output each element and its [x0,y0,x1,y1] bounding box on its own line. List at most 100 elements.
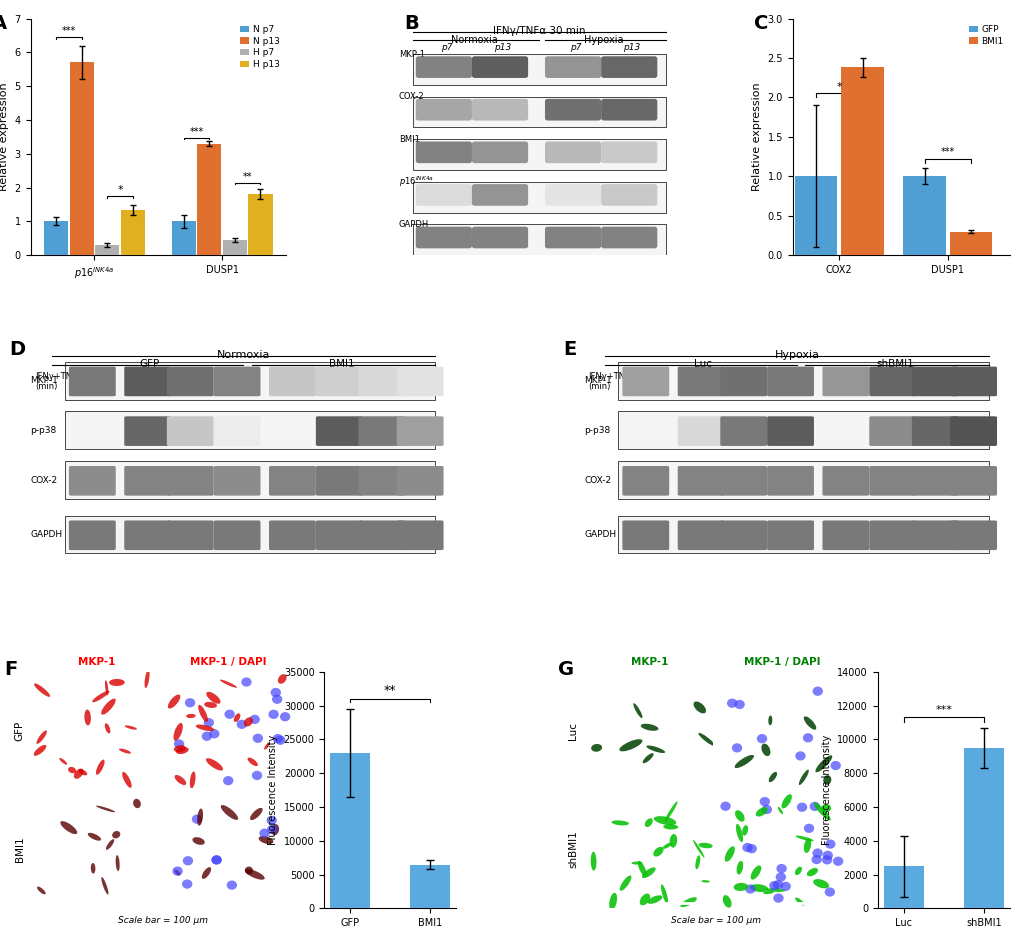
FancyBboxPatch shape [167,466,213,496]
Ellipse shape [133,799,141,808]
Ellipse shape [34,745,46,756]
Bar [95,245,119,255]
Text: COX-2: COX-2 [398,92,424,101]
Circle shape [824,887,835,896]
Text: -: - [846,369,849,378]
FancyBboxPatch shape [64,461,435,499]
FancyBboxPatch shape [269,466,316,496]
Ellipse shape [822,775,830,785]
FancyBboxPatch shape [544,99,600,121]
FancyBboxPatch shape [316,466,363,496]
Ellipse shape [245,870,265,880]
Bar [963,748,1003,908]
Text: -: - [292,369,296,378]
Ellipse shape [196,725,214,731]
Ellipse shape [660,884,667,904]
Ellipse shape [742,825,747,835]
Ellipse shape [662,824,678,830]
FancyBboxPatch shape [950,466,996,496]
Circle shape [252,770,262,781]
Ellipse shape [701,880,709,883]
Ellipse shape [698,733,714,746]
Text: -: - [646,369,649,378]
Text: Normoxia: Normoxia [451,35,497,45]
Circle shape [211,856,222,865]
Ellipse shape [122,772,131,788]
Bar [330,753,370,908]
Circle shape [172,867,182,876]
Text: 60: 60 [969,369,980,378]
Ellipse shape [37,886,46,895]
Ellipse shape [88,832,101,841]
Circle shape [795,751,805,760]
Circle shape [772,880,783,889]
Ellipse shape [620,875,631,891]
Ellipse shape [639,894,649,906]
Ellipse shape [619,739,642,752]
FancyBboxPatch shape [544,227,600,248]
Ellipse shape [590,852,596,870]
FancyBboxPatch shape [358,416,405,446]
Ellipse shape [96,759,105,775]
FancyBboxPatch shape [472,227,528,248]
Text: Luc: Luc [568,722,578,740]
Ellipse shape [264,743,270,750]
Ellipse shape [60,821,77,834]
Ellipse shape [106,839,114,850]
Circle shape [833,857,843,866]
Circle shape [226,881,236,890]
Bar [841,68,883,255]
FancyBboxPatch shape [124,520,171,550]
Text: GFP: GFP [14,721,24,741]
Ellipse shape [611,820,629,825]
Circle shape [759,797,769,806]
Circle shape [821,851,833,860]
FancyBboxPatch shape [950,520,996,550]
Ellipse shape [692,840,704,857]
Ellipse shape [608,893,616,910]
Text: p7: p7 [440,44,452,53]
Text: MKP-1: MKP-1 [398,49,425,58]
Ellipse shape [59,758,67,765]
Bar [44,222,68,255]
FancyBboxPatch shape [213,366,260,396]
Ellipse shape [695,856,700,870]
Text: shBMI1: shBMI1 [875,360,913,369]
Text: $p16^{INK4a}$: $p16^{INK4a}$ [398,174,433,189]
Ellipse shape [250,807,262,820]
FancyBboxPatch shape [64,412,435,450]
FancyBboxPatch shape [600,99,656,121]
Text: 15: 15 [144,369,156,378]
Bar [69,62,94,255]
Text: MKP-1: MKP-1 [77,656,115,667]
FancyBboxPatch shape [167,520,213,550]
FancyBboxPatch shape [69,366,115,396]
Ellipse shape [174,775,186,785]
FancyBboxPatch shape [124,366,171,396]
Text: 60: 60 [233,369,245,378]
Ellipse shape [92,691,109,703]
Text: -: - [93,369,96,378]
Circle shape [809,802,819,811]
FancyBboxPatch shape [316,366,363,396]
Text: 30: 30 [186,369,198,378]
Text: Normoxia: Normoxia [217,349,270,360]
Text: E: E [562,340,576,360]
Ellipse shape [812,879,828,888]
Circle shape [732,743,742,753]
Ellipse shape [206,692,220,704]
Ellipse shape [633,704,642,718]
Text: MKP-1 / DAPI: MKP-1 / DAPI [743,656,819,667]
Ellipse shape [806,868,817,876]
Ellipse shape [173,723,182,741]
Ellipse shape [798,769,808,785]
Ellipse shape [68,767,76,773]
FancyBboxPatch shape [821,520,868,550]
Ellipse shape [814,756,832,772]
Bar [882,866,923,908]
FancyBboxPatch shape [677,466,723,496]
Text: MKP-1 / DAPI: MKP-1 / DAPI [191,656,267,667]
Text: shBMI1: shBMI1 [568,831,578,869]
Circle shape [279,712,290,721]
Bar [902,176,945,255]
